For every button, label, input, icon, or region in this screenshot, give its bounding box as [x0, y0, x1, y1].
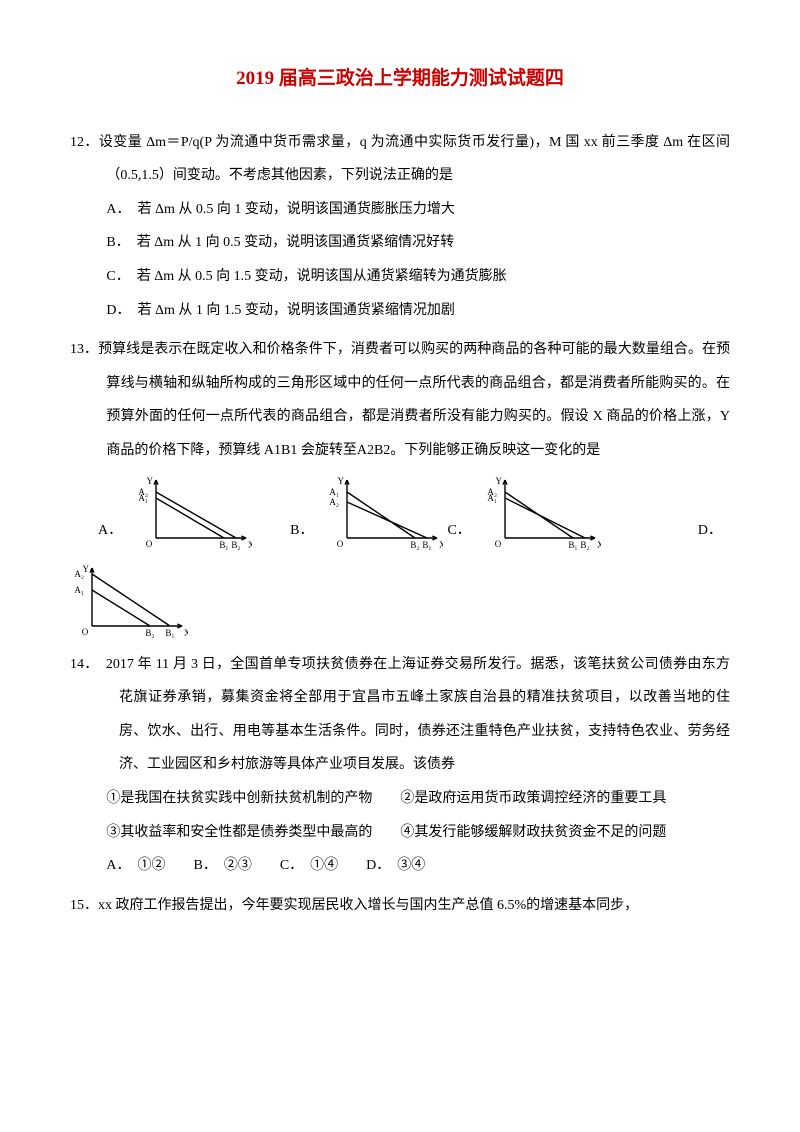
q12-option-c: C． 若 Δm 从 0.5 向 1.5 变动，说明该国从通货紧缩转为通货膨胀 — [70, 260, 730, 294]
svg-text:A₁: A₁ — [138, 493, 148, 503]
q15-stem: 15．xx 政府工作报告提出，今年要实现居民收入增长与国内生产总值 6.5%的增… — [70, 889, 730, 923]
question-12: 12．设变量 Δm＝P/q(P 为流通中货币需求量，q 为流通中实际货币发行量)… — [70, 126, 730, 328]
q13-label-c: C． — [447, 514, 470, 552]
svg-text:Y: Y — [147, 476, 154, 486]
svg-text:B₁: B₁ — [423, 540, 432, 550]
q13-chart-a: YXOA₂A₁B₁B₂ — [134, 474, 252, 552]
q12-option-d: D． 若 Δm 从 1 向 1.5 变动，说明该国通货紧缩情况加剧 — [70, 294, 730, 328]
page-title: 2019 届高三政治上学期能力测试试题四 — [70, 56, 730, 102]
svg-text:Y: Y — [338, 476, 345, 486]
q12-option-a: A． 若 Δm 从 0.5 向 1 变动，说明该国通货膨胀压力增大 — [70, 193, 730, 227]
q13-label-d: D． — [698, 514, 722, 552]
svg-text:B₂: B₂ — [232, 540, 241, 550]
svg-text:B₂: B₂ — [411, 540, 420, 550]
q14-line1: ①是我国在扶贫实践中创新扶贫机制的产物 ②是政府运用货币政策调控经济的重要工具 — [70, 782, 730, 816]
q14-options: A． ①② B． ②③ C． ①④ D． ③④ — [70, 849, 730, 883]
q13-label-b: B． — [290, 514, 313, 552]
question-15: 15．xx 政府工作报告提出，今年要实现居民收入增长与国内生产总值 6.5%的增… — [70, 889, 730, 923]
q13-chart-d-wrap: YXOA₂A₁B₂B₁ — [70, 562, 730, 640]
svg-text:O: O — [82, 627, 89, 637]
svg-text:O: O — [146, 539, 153, 549]
svg-text:A₂: A₂ — [330, 497, 340, 507]
svg-text:A₁: A₁ — [330, 487, 340, 497]
q13-chart-c: YXOA₂A₁B₁B₂ — [483, 474, 601, 552]
svg-text:A₂: A₂ — [74, 569, 84, 579]
q13-chart-d: YXOA₂A₁B₂B₁ — [70, 562, 730, 640]
question-13: 13．预算线是表示在既定收入和价格条件下，消费者可以购买的两种商品的各种可能的最… — [70, 333, 730, 639]
svg-text:B₁: B₁ — [165, 628, 174, 638]
q14-stem: 14． 2017 年 11 月 3 日，全国首单专项扶贫债券在上海证券交易所发行… — [70, 648, 730, 782]
q14-line2: ③其收益率和安全性都是债券类型中最高的 ④其发行能够缓解财政扶贫资金不足的问题 — [70, 816, 730, 850]
q12-stem: 12．设变量 Δm＝P/q(P 为流通中货币需求量，q 为流通中实际货币发行量)… — [70, 126, 730, 193]
svg-text:X: X — [597, 540, 601, 550]
q13-chart-b: Y X O A₁A₂ B₂B₁ — [325, 474, 443, 552]
q13-stem: 13．预算线是表示在既定收入和价格条件下，消费者可以购买的两种商品的各种可能的最… — [70, 333, 730, 467]
svg-text:B₂: B₂ — [145, 628, 154, 638]
svg-text:X: X — [248, 540, 252, 550]
svg-text:X: X — [184, 628, 188, 638]
svg-text:B₁: B₁ — [568, 540, 577, 550]
q13-label-a: A． — [98, 514, 122, 552]
svg-text:B₂: B₂ — [580, 540, 589, 550]
svg-text:B₁: B₁ — [220, 540, 229, 550]
svg-text:O: O — [495, 539, 502, 549]
svg-text:O: O — [337, 539, 344, 549]
q13-graph-row-1: A． YXOA₂A₁B₁B₂ B． YXOA₁A₂B₂B₁ C． YXOA₂A₁… — [70, 474, 730, 552]
question-14: 14． 2017 年 11 月 3 日，全国首单专项扶贫债券在上海证券交易所发行… — [70, 648, 730, 883]
svg-text:Y: Y — [495, 476, 502, 486]
svg-text:X: X — [439, 540, 443, 550]
q12-option-b: B． 若 Δm 从 1 向 0.5 变动，说明该国通货紧缩情况好转 — [70, 226, 730, 260]
svg-text:A₁: A₁ — [74, 585, 84, 595]
svg-text:A₁: A₁ — [487, 493, 497, 503]
